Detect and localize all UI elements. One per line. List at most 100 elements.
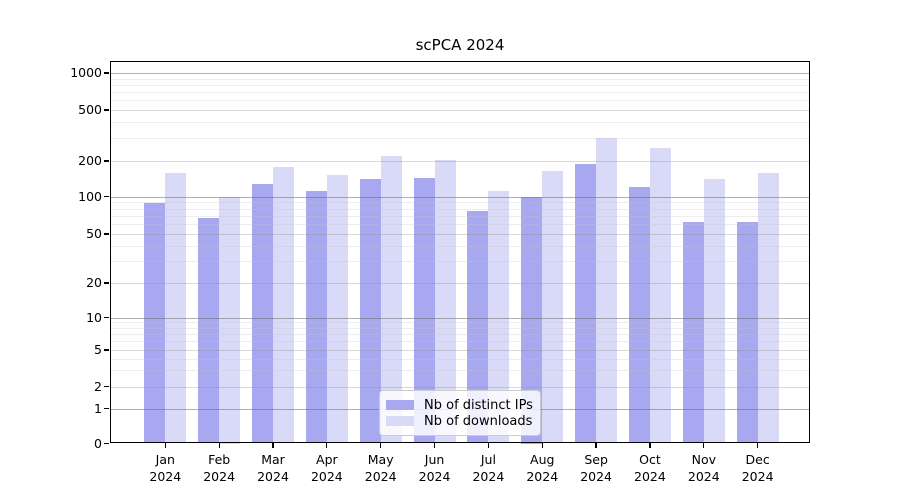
gridline-minor	[111, 224, 809, 226]
gridline-minor	[111, 370, 809, 372]
gridline-mid	[111, 350, 809, 351]
bar-aug-distinct-ips	[521, 196, 543, 444]
y-axis-tick-mark	[104, 349, 109, 351]
bar-aug-downloads	[542, 171, 564, 444]
x-tick-month: Mar	[261, 452, 285, 467]
x-tick-month: Aug	[530, 452, 555, 467]
gridline-minor	[111, 122, 809, 124]
gridline-minor	[111, 322, 809, 324]
x-axis-tick-mark	[595, 443, 597, 448]
y-axis-tick-mark	[104, 385, 109, 388]
bar-oct-downloads	[649, 147, 671, 444]
bar-dec-distinct-ips	[736, 222, 758, 444]
x-tick-year: 2024	[418, 469, 451, 484]
bar-jul-distinct-ips	[467, 211, 489, 444]
x-axis-tick-mark	[164, 443, 166, 448]
chart-title: scPCA 2024	[415, 36, 505, 54]
gridline-minor	[111, 208, 809, 210]
y-axis-tick-label: 50	[86, 226, 102, 241]
gridline-minor	[111, 138, 809, 140]
x-tick-year: 2024	[634, 469, 666, 484]
gridline-major	[111, 73, 809, 74]
legend-item-distinct-ips: Nb of distinct IPs	[386, 397, 533, 413]
x-axis-tick-label-apr: Apr 2024	[295, 451, 359, 485]
gridline-minor	[111, 202, 809, 204]
x-tick-year: 2024	[741, 469, 774, 484]
x-tick-year: 2024	[203, 469, 236, 484]
x-tick-month: Oct	[639, 452, 661, 467]
gridline-minor	[111, 92, 809, 94]
x-tick-year: 2024	[364, 469, 397, 484]
x-axis-tick-mark	[272, 443, 274, 448]
bar-oct-distinct-ips	[628, 187, 650, 444]
x-tick-month: Jan	[155, 452, 175, 467]
x-axis-tick-label-jul: Jul 2024	[456, 451, 520, 485]
legend: Nb of distinct IPs Nb of downloads	[379, 390, 541, 436]
bar-mar-distinct-ips	[252, 183, 273, 444]
bar-apr-distinct-ips	[305, 190, 327, 444]
bar-may-distinct-ips	[359, 179, 381, 444]
y-axis-tick-label: 200	[78, 153, 102, 168]
bar-jul-downloads	[488, 190, 510, 444]
x-axis-tick-label-feb: Feb 2024	[187, 451, 251, 485]
bar-may-downloads	[380, 155, 402, 444]
y-axis-tick-mark	[104, 160, 109, 162]
x-tick-month: Sep	[584, 452, 608, 467]
y-axis-tick-label: 5	[94, 342, 102, 357]
y-axis-tick-label: 20	[86, 275, 102, 290]
y-axis-tick-label: 2	[94, 378, 102, 394]
x-axis-tick-mark	[541, 443, 543, 448]
x-tick-year: 2024	[580, 469, 612, 484]
y-axis-tick-mark	[104, 407, 109, 410]
gridline-major	[111, 196, 809, 198]
gridline-minor	[111, 84, 809, 86]
x-tick-year: 2024	[687, 469, 720, 484]
bar-jun-downloads	[434, 160, 456, 444]
gridline-major	[111, 317, 809, 319]
legend-label-downloads: Nb of downloads	[424, 413, 533, 429]
x-tick-month: May	[367, 452, 394, 467]
x-tick-year: 2024	[257, 469, 289, 484]
y-axis-tick-mark	[104, 72, 109, 74]
gridline-minor	[111, 341, 809, 343]
x-axis-tick-label-nov: Nov 2024	[672, 451, 736, 485]
x-tick-month: Jun	[424, 452, 445, 467]
y-axis-tick-mark	[104, 442, 109, 445]
x-axis-tick-mark	[433, 443, 436, 448]
x-axis-tick-mark	[703, 443, 705, 448]
bar-sep-downloads	[596, 138, 618, 444]
bar-mar-downloads	[273, 166, 294, 444]
bar-feb-downloads	[219, 196, 241, 444]
y-axis-tick-label: 500	[78, 102, 102, 117]
x-axis-tick-mark	[649, 443, 651, 448]
gridline-minor	[111, 78, 809, 80]
y-axis-tick-label: 0	[94, 435, 102, 451]
x-tick-month: Feb	[208, 452, 231, 467]
x-axis-tick-label-dec: Dec 2024	[726, 451, 790, 485]
x-axis-tick-mark	[757, 443, 759, 448]
y-axis-tick-mark	[104, 316, 109, 319]
y-axis-tick-mark	[104, 282, 109, 284]
legend-swatch-distinct-ips	[386, 399, 414, 411]
gridline-minor	[111, 100, 809, 102]
bar-dec-downloads	[757, 173, 779, 444]
x-tick-year: 2024	[526, 469, 559, 484]
x-axis-tick-label-may: May 2024	[349, 451, 413, 485]
y-axis-tick-label: 100	[78, 188, 102, 204]
x-axis-tick-label-jan: Jan 2024	[133, 451, 197, 485]
x-axis-tick-mark	[380, 443, 382, 448]
y-axis-tick-label: 1000	[70, 65, 102, 80]
x-tick-month: Dec	[745, 452, 770, 467]
x-tick-year: 2024	[310, 469, 343, 484]
gridline-mid	[111, 386, 809, 388]
bar-apr-downloads	[326, 175, 348, 444]
legend-item-downloads: Nb of downloads	[386, 413, 532, 429]
gridline-mid	[111, 234, 809, 235]
bar-nov-downloads	[703, 178, 725, 444]
x-tick-month: Nov	[691, 452, 716, 467]
bar-nov-distinct-ips	[682, 222, 704, 444]
x-axis-tick-mark	[218, 443, 220, 448]
x-axis-tick-label-oct: Oct 2024	[618, 451, 682, 485]
x-axis-tick-label-mar: Mar 2024	[241, 451, 305, 485]
